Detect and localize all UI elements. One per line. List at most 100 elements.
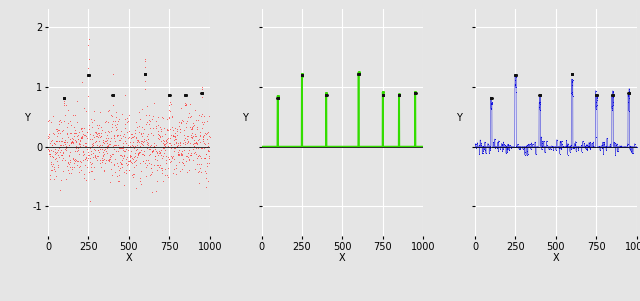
Point (604, 144, 614, 149)
Point (100, 161, 111, 166)
Point (529, 144, 540, 149)
Point (142, 139, 152, 144)
Point (627, 144, 637, 149)
Point (68, 136, 79, 141)
Point (83, 150, 93, 155)
Point (536, 144, 546, 149)
Point (587, 144, 597, 149)
Point (532, 144, 543, 149)
Point (567, 71, 577, 76)
Point (622, 144, 632, 149)
Point (186, 133, 196, 138)
Point (630, 144, 640, 149)
Point (500, 143, 510, 148)
Point (52, 127, 62, 132)
Point (158, 146, 168, 150)
Point (111, 148, 122, 153)
Point (125, 154, 135, 159)
Point (540, 144, 550, 149)
Point (504, 147, 514, 152)
Point (551, 147, 561, 152)
Point (202, 144, 212, 149)
Point (176, 150, 186, 155)
Point (193, 124, 203, 129)
Point (112, 160, 122, 165)
Point (548, 144, 559, 149)
Point (543, 144, 553, 149)
Point (164, 107, 175, 112)
Point (614, 144, 624, 149)
Point (50, 149, 60, 154)
Point (586, 144, 596, 149)
Point (530, 144, 540, 149)
Point (523, 142, 533, 147)
Point (605, 144, 616, 149)
Point (624, 90, 634, 95)
Point (166, 146, 177, 150)
Point (135, 116, 145, 121)
Point (71, 144, 81, 149)
Point (546, 144, 556, 149)
Point (520, 150, 530, 155)
Point (142, 142, 152, 147)
Point (104, 158, 115, 163)
Point (50, 169, 60, 174)
Point (486, 95, 496, 100)
Point (522, 144, 532, 149)
Point (196, 95, 207, 99)
Point (531, 152, 541, 157)
Point (135, 150, 145, 155)
Point (203, 178, 213, 183)
Point (161, 157, 171, 162)
Point (616, 144, 626, 149)
Point (526, 144, 536, 149)
Point (51, 150, 61, 155)
Point (138, 130, 148, 135)
Point (75, 159, 85, 164)
Point (161, 160, 172, 165)
Y-axis label: Y: Y (24, 113, 30, 123)
Point (573, 144, 584, 149)
Point (552, 144, 563, 149)
Point (565, 144, 575, 149)
Point (78, 157, 88, 162)
Point (483, 141, 493, 146)
Point (504, 144, 515, 149)
Point (543, 144, 553, 149)
Point (596, 144, 606, 149)
Point (273, 95, 283, 100)
Point (70, 145, 81, 150)
Point (157, 179, 168, 184)
Point (58, 143, 68, 147)
Point (603, 144, 613, 149)
Point (594, 144, 604, 149)
Point (486, 107, 497, 111)
Point (548, 144, 559, 149)
Point (167, 155, 177, 160)
Point (196, 170, 206, 175)
Point (543, 144, 554, 149)
Point (126, 154, 136, 159)
Point (72, 134, 82, 138)
Point (49, 166, 60, 171)
Point (109, 123, 120, 128)
Point (535, 92, 545, 97)
Point (170, 126, 180, 131)
Point (54, 118, 65, 123)
Point (150, 145, 160, 150)
Point (539, 144, 549, 149)
Point (491, 144, 501, 149)
Point (545, 144, 556, 149)
Point (103, 136, 113, 141)
Point (71, 138, 81, 143)
Point (512, 144, 522, 149)
Point (599, 144, 609, 149)
Point (150, 153, 161, 158)
Point (500, 144, 511, 149)
Point (495, 144, 505, 149)
Point (476, 144, 486, 149)
Point (179, 163, 189, 168)
Point (117, 111, 127, 116)
Point (600, 144, 611, 149)
Point (88, 118, 99, 123)
